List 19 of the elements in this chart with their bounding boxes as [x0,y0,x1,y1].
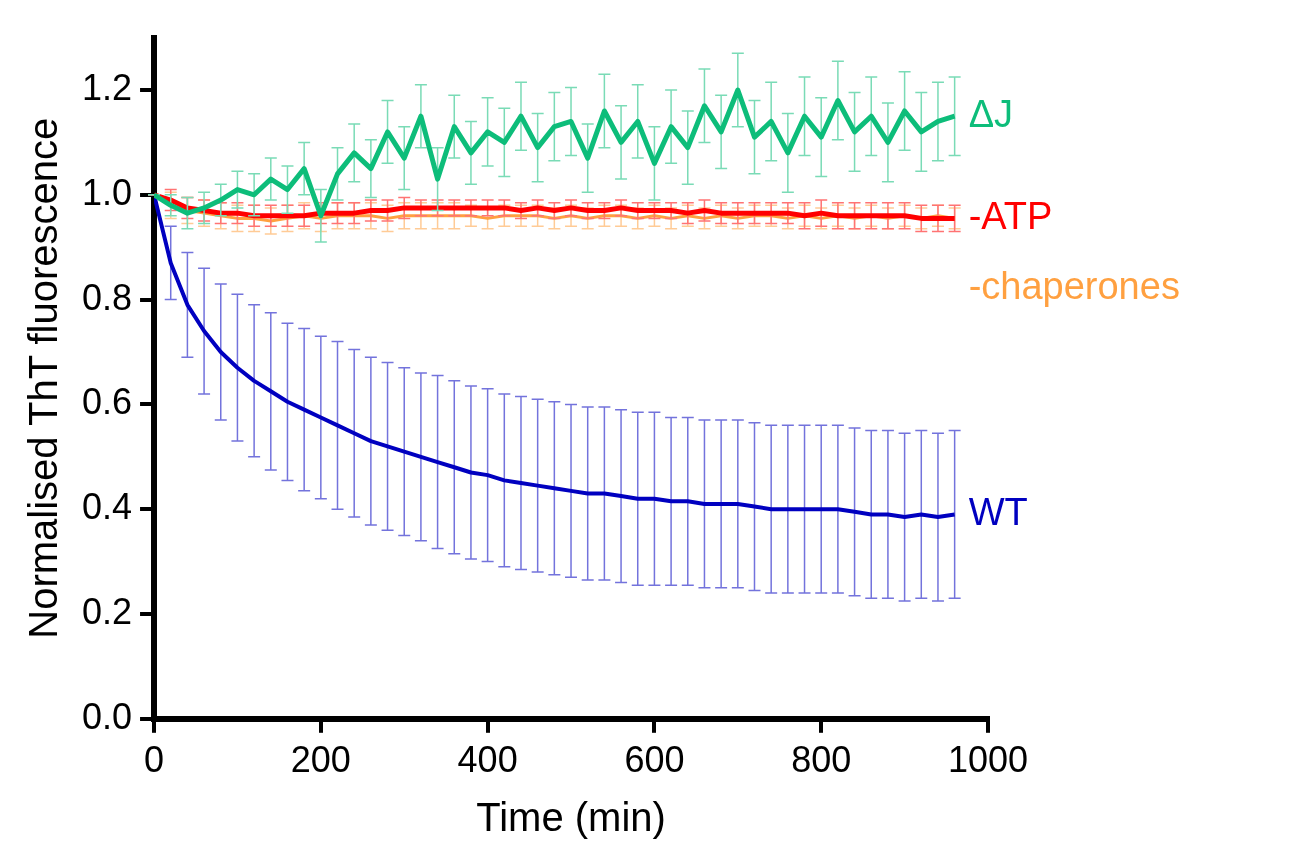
x-tick-label: 1000 [947,739,1029,781]
series-label: -chaperones [968,264,1180,307]
y-tick-label: 0.2 [82,590,133,632]
x-tick-label: 0 [144,739,165,781]
x-tick-label: 600 [624,739,685,781]
y-tick-label: 1.0 [82,171,133,213]
y-tick-label: 0.0 [82,695,133,737]
x-tick-label: 800 [791,739,852,781]
y-tick-label: 0.8 [82,276,133,318]
y-tick-label: 0.6 [82,381,133,423]
series-label: -ATP [968,194,1053,237]
y-tick-label: 0.4 [82,486,133,528]
x-tick-label: 400 [457,739,518,781]
series-label: WT [968,490,1028,533]
y-axis-title: Normalised ThT fluorescence [21,117,66,639]
y-tick-label: 1.2 [82,66,133,108]
x-tick-label: 200 [290,739,351,781]
series-label: ΔJ [968,92,1014,135]
x-axis-title: Time (min) [476,795,666,840]
